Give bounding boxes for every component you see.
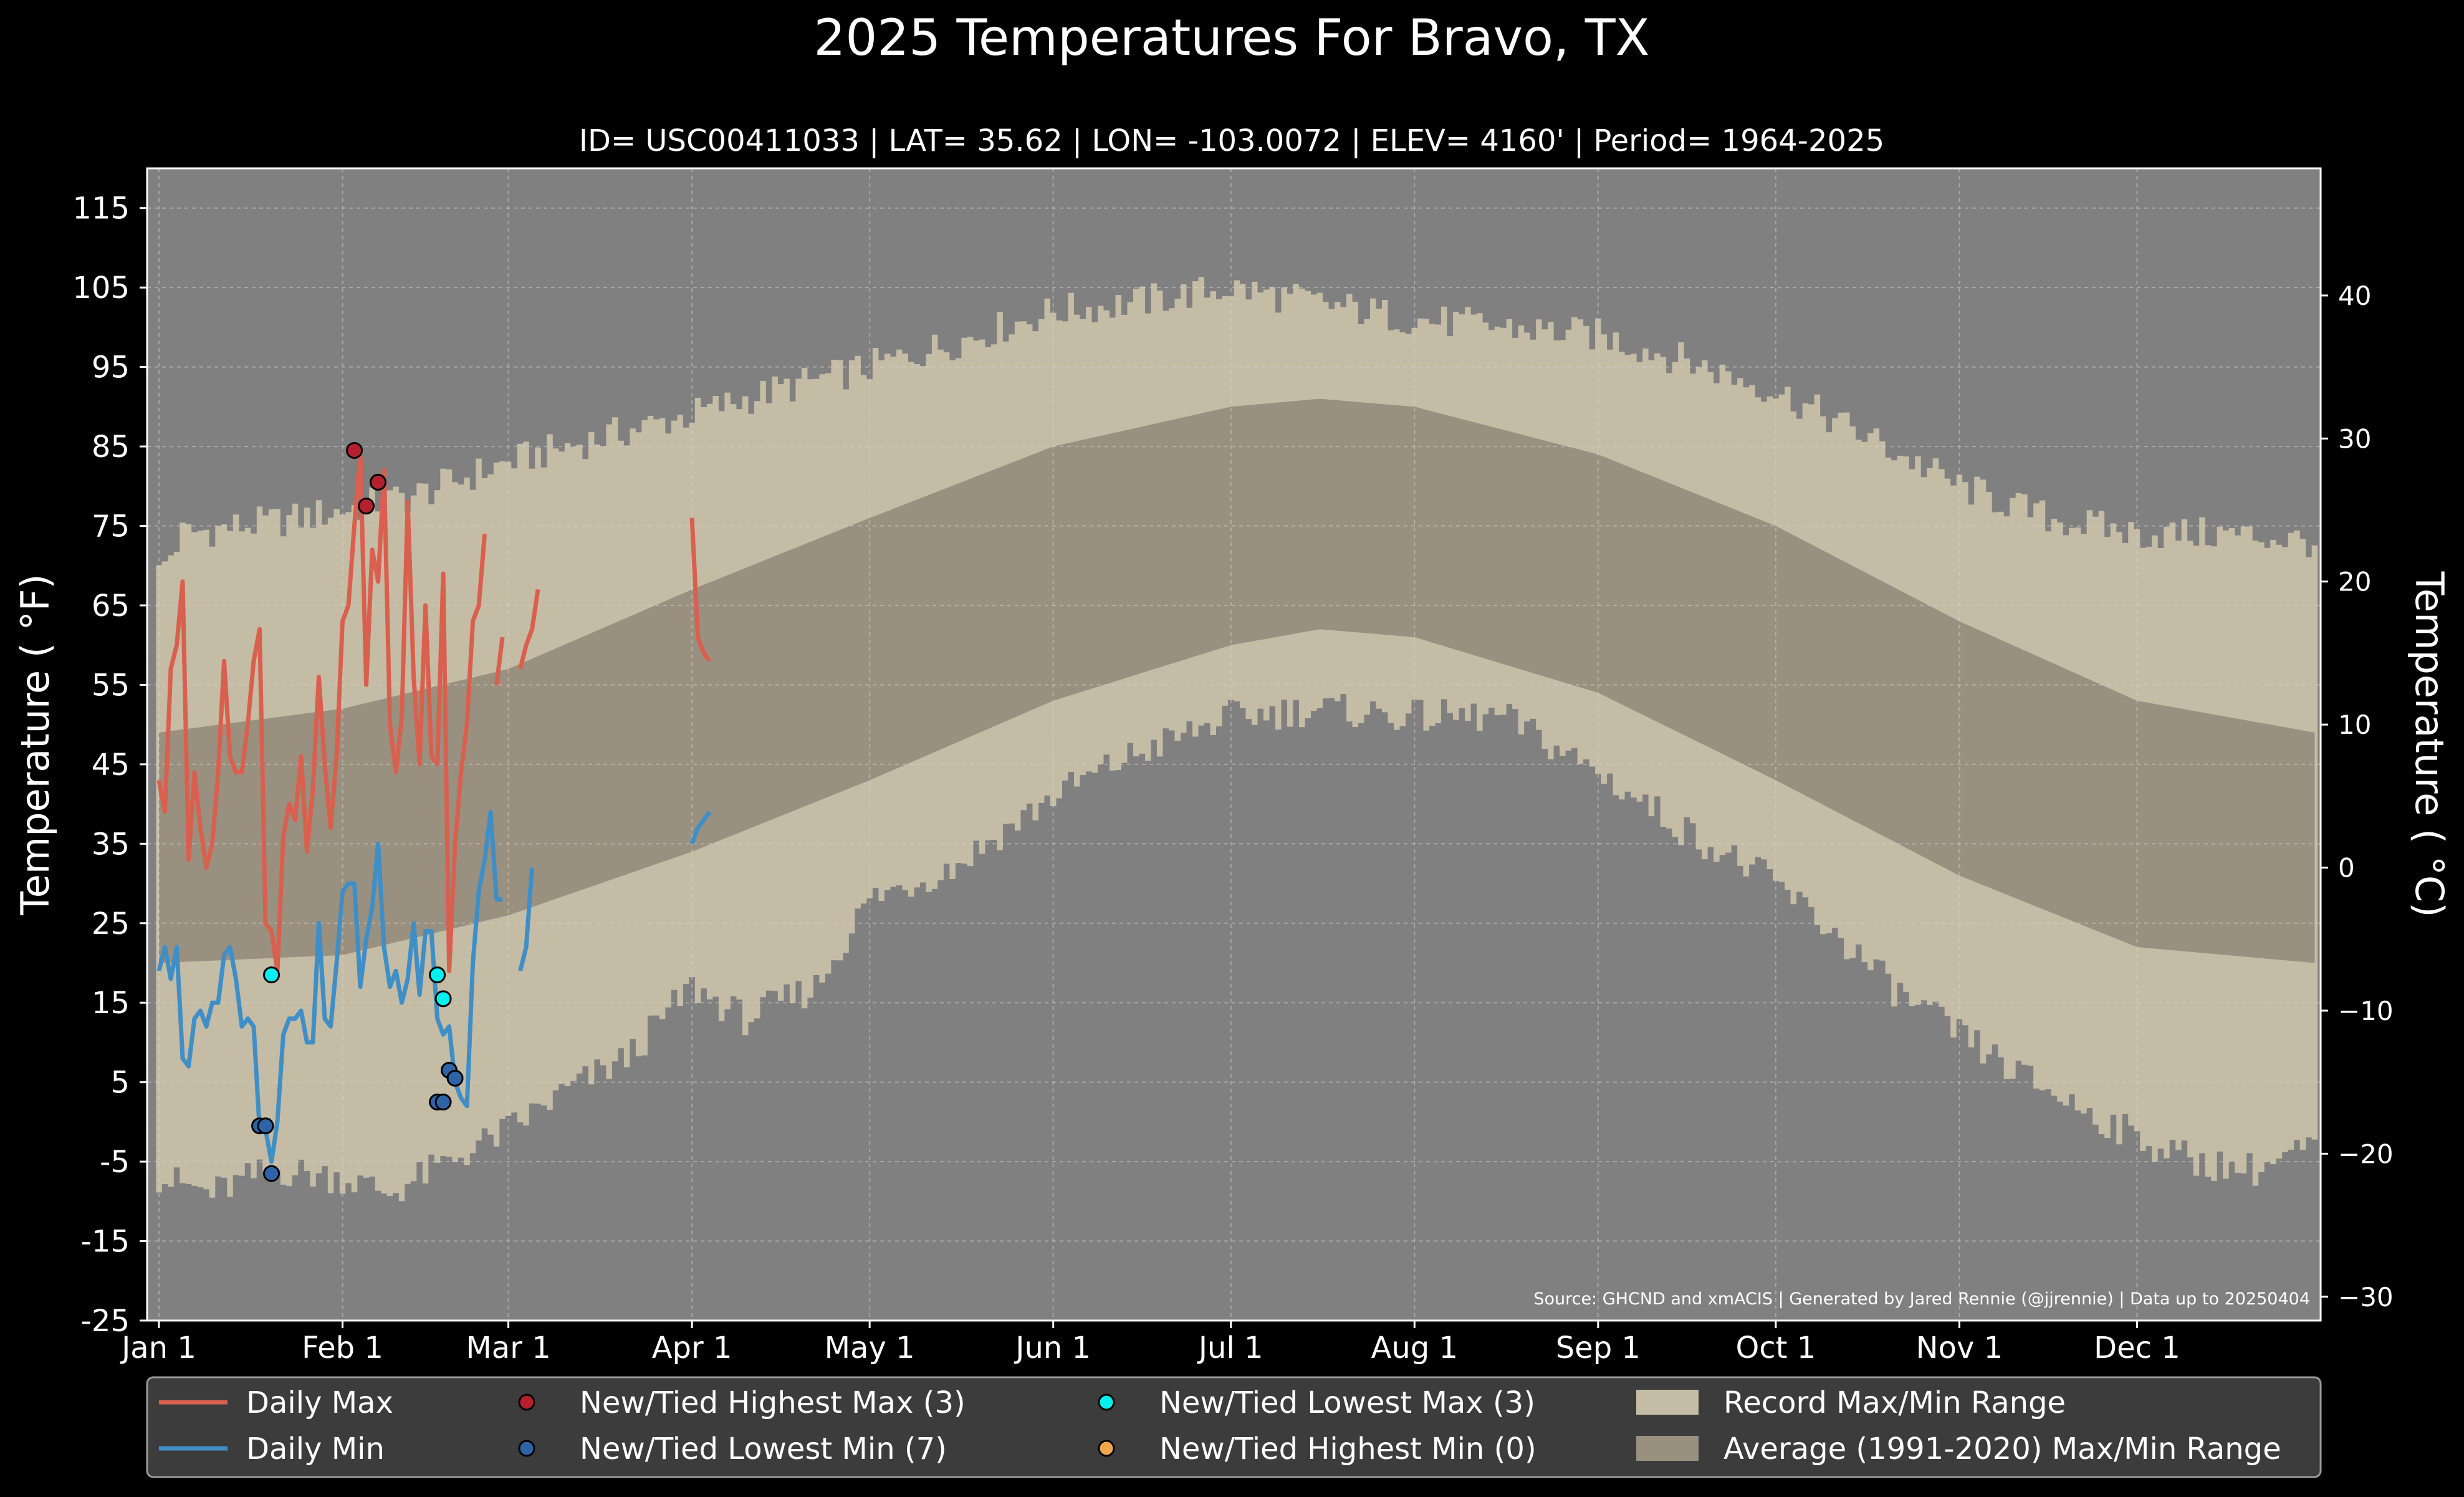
- x-tick-label: May 1: [825, 1331, 915, 1365]
- legend-swatch: [518, 1394, 535, 1411]
- daily-max-series-line: [156, 452, 712, 973]
- legend-label: New/Tied Lowest Min (7): [580, 1432, 947, 1466]
- legend-label: Daily Min: [246, 1432, 385, 1466]
- x-axis: Jan 1 Feb 1 Mar 1 Apr 1 May 1 Jun 1 Jul 1 Aug 1…: [120, 1321, 2180, 1365]
- y-tick-label: 95: [92, 350, 130, 385]
- chart-title: 2025 Temperatures For Bravo, TX: [814, 9, 1650, 67]
- y-axis-fahrenheit: -25 -15 -5 5 15 25 35 45 55 65 75 85 95 105 115: [72, 191, 147, 1339]
- legend-item-highest-max-marker: New/Tied Highest Max (3): [518, 1385, 966, 1420]
- y-right-tick-label: 0: [2338, 853, 2355, 883]
- y-axis-celsius: −30 −20 −10 0 10 20 30 40: [2321, 281, 2394, 1312]
- x-tick-label: Jan 1: [120, 1331, 196, 1365]
- x-tick-label: Oct 1: [1735, 1331, 1816, 1365]
- x-tick-label: Nov 1: [1916, 1331, 2003, 1365]
- y-tick-label: 15: [92, 986, 130, 1021]
- lowest-max-marker: [263, 966, 280, 984]
- y-tick-label: 5: [110, 1066, 130, 1100]
- highest-max-marker: [358, 498, 375, 515]
- legend-swatch: [1098, 1440, 1115, 1457]
- y-tick-label: 85: [92, 430, 130, 465]
- y-right-tick-label: 40: [2338, 281, 2371, 311]
- y-tick-label: 115: [72, 191, 130, 226]
- y-tick-label: 75: [92, 509, 130, 544]
- legend: Daily Max Daily Min New/Tied Highest Max (…: [146, 1376, 2322, 1478]
- y-tick-label: 45: [92, 748, 130, 782]
- x-tick-label: Dec 1: [2094, 1331, 2180, 1365]
- y-tick-label: 55: [92, 668, 130, 703]
- y-right-tick-label: −30: [2338, 1282, 2394, 1312]
- daily-min-series-line: [156, 809, 712, 1164]
- legend-label: New/Tied Highest Max (3): [580, 1385, 966, 1420]
- y-tick-label: 105: [72, 271, 130, 306]
- legend-item-lowest-max-marker: New/Tied Lowest Max (3): [1098, 1385, 1535, 1420]
- lowest-min-marker: [257, 1117, 274, 1135]
- legend-label: Average (1991-2020) Max/Min Range: [1723, 1432, 2281, 1466]
- legend-label: Daily Max: [246, 1385, 393, 1420]
- y-right-tick-label: 10: [2338, 710, 2371, 740]
- x-tick-label: Apr 1: [652, 1331, 732, 1365]
- y-tick-label: 25: [92, 907, 130, 941]
- y-right-tick-label: 20: [2338, 567, 2371, 597]
- y-axis-left-label: Temperature ( °F): [12, 574, 58, 915]
- legend-item-daily-max: Daily Max: [159, 1385, 393, 1420]
- y-right-tick-label: −20: [2338, 1138, 2394, 1169]
- y-axis-right-label: Temperature ( °C): [2407, 571, 2452, 918]
- y-tick-label: -5: [100, 1145, 130, 1180]
- legend-label: New/Tied Highest Min (0): [1159, 1432, 1536, 1466]
- legend-item-average-range: Average (1991-2020) Max/Min Range: [1636, 1432, 2281, 1466]
- legend-swatch: [1098, 1394, 1115, 1411]
- y-tick-label: 35: [92, 827, 130, 862]
- y-tick-label: -15: [81, 1225, 130, 1259]
- record-markers: [251, 441, 464, 1182]
- plot-area: Source: GHCND and xmACIS | Generated by …: [146, 167, 2322, 1322]
- legend-item-lowest-min-marker: New/Tied Lowest Min (7): [518, 1432, 947, 1466]
- lowest-min-marker: [434, 1094, 452, 1111]
- highest-max-marker: [346, 441, 363, 459]
- x-tick-label: Jul 1: [1197, 1331, 1263, 1365]
- y-right-tick-label: 30: [2338, 423, 2371, 454]
- plot-frame: [146, 167, 2322, 1322]
- x-tick-label: Mar 1: [466, 1331, 550, 1365]
- x-tick-label: Aug 1: [1371, 1331, 1459, 1365]
- x-tick-label: Sep 1: [1556, 1331, 1641, 1365]
- chart-subtitle: ID= USC00411033 | LAT= 35.62 | LON= -103…: [579, 123, 1884, 158]
- legend-swatch: [1636, 1436, 1699, 1461]
- legend-item-daily-min: Daily Min: [159, 1432, 385, 1466]
- lowest-min-marker: [446, 1069, 464, 1087]
- lowest-max-marker: [434, 990, 452, 1008]
- legend-item-record-range: Record Max/Min Range: [1636, 1385, 2066, 1420]
- lowest-max-marker: [429, 966, 446, 984]
- legend-item-highest-min-marker: New/Tied Highest Min (0): [1098, 1432, 1536, 1466]
- legend-label: Record Max/Min Range: [1723, 1385, 2066, 1420]
- highest-max-marker: [370, 473, 387, 491]
- y-tick-label: 65: [92, 589, 130, 623]
- lowest-min-marker: [263, 1165, 280, 1182]
- x-tick-label: Jun 1: [1014, 1331, 1091, 1365]
- x-tick-label: Feb 1: [302, 1331, 383, 1365]
- source-note: Source: GHCND and xmACIS | Generated by …: [1533, 1289, 2310, 1309]
- legend-label: New/Tied Lowest Max (3): [1159, 1385, 1535, 1420]
- legend-box: [146, 1376, 2322, 1478]
- y-right-tick-label: −10: [2338, 996, 2394, 1026]
- legend-swatch: [1636, 1390, 1699, 1415]
- average-range-band: [159, 398, 2315, 963]
- legend-swatch: [518, 1440, 535, 1457]
- y-tick-label: -25: [81, 1304, 130, 1339]
- record-range-band: [156, 277, 2318, 1201]
- grid-lines: [147, 168, 2321, 1321]
